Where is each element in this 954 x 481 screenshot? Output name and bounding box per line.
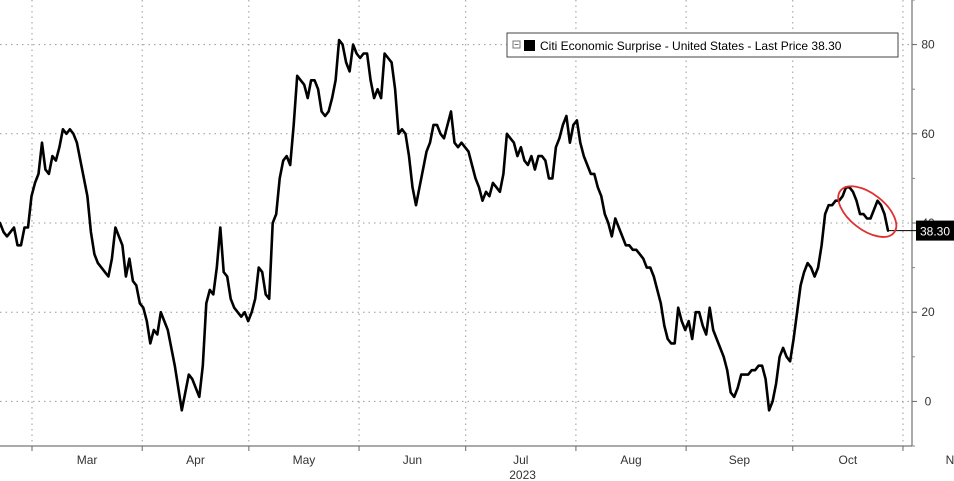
x-tick-label: Jul [513, 453, 528, 467]
y-tick-label: 80 [921, 38, 935, 52]
x-tick-label: Mar [77, 453, 98, 467]
x-tick-label: Sep [729, 453, 751, 467]
x-tick-label: Aug [620, 453, 641, 467]
annotations [837, 185, 916, 238]
x-tick-label: Oct [839, 453, 858, 467]
grid-lines [0, 0, 912, 446]
y-tick-label: 20 [921, 305, 935, 319]
last-price-tag: 38.30 [916, 220, 954, 241]
last-price-tag-label: 38.30 [920, 225, 950, 239]
year-label: 2023 [509, 468, 536, 481]
legend[interactable]: Citi Economic Surprise - United States -… [506, 32, 899, 58]
y-tick-label: 60 [921, 127, 935, 141]
x-tick-label: Nov [946, 453, 954, 467]
legend-series-swatch [524, 40, 535, 51]
legend-box[interactable] [506, 32, 899, 58]
x-axis-ticks: MarAprMayJunJulAugSepOctNovDecJanFeb2023… [31, 446, 954, 481]
series-line-citi-economic-surprise [0, 38, 890, 412]
x-tick-label: Jun [403, 453, 422, 467]
x-tick-label: Apr [186, 453, 205, 467]
axes [0, 0, 913, 447]
highlight-ellipse [837, 185, 898, 238]
last-price-tag-box [916, 220, 954, 241]
series-layer [0, 38, 890, 412]
y-tick-label: 0 [925, 394, 932, 408]
legend-text: Citi Economic Surprise - United States -… [540, 39, 842, 53]
x-tick-label: May [293, 453, 316, 467]
